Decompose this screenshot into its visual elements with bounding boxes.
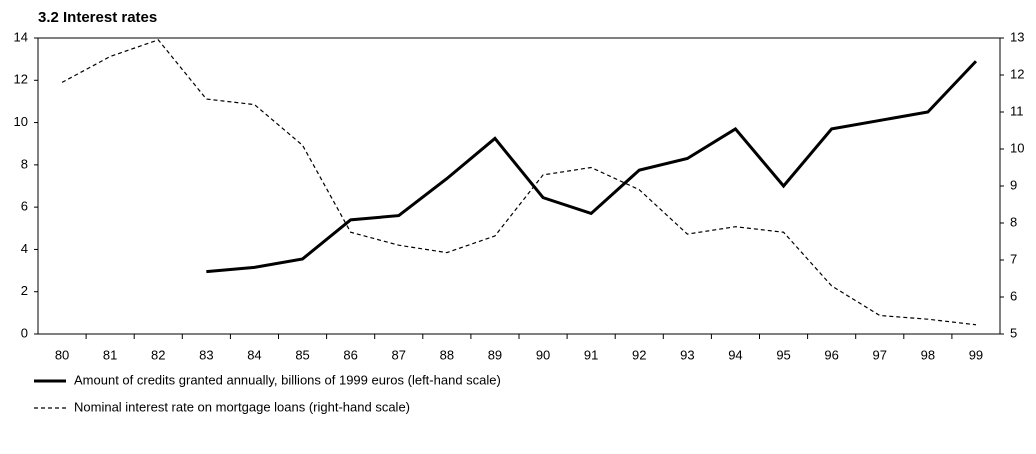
y-tick-label: 2 xyxy=(21,283,28,298)
y-tick-label: 8 xyxy=(21,156,28,171)
x-tick-label: 97 xyxy=(873,347,887,362)
x-tick-label: 82 xyxy=(151,347,165,362)
legend-label: Amount of credits granted annually, bill… xyxy=(74,372,501,387)
x-tick-label: 83 xyxy=(199,347,213,362)
x-tick-label: 86 xyxy=(343,347,357,362)
y-tick-label: 0 xyxy=(21,325,28,340)
y2-tick-label: 13 xyxy=(1010,29,1024,44)
y2-tick-label: 6 xyxy=(1010,288,1017,303)
x-tick-label: 98 xyxy=(921,347,935,362)
x-tick-label: 90 xyxy=(536,347,550,362)
y2-tick-label: 7 xyxy=(1010,251,1017,266)
y-tick-label: 10 xyxy=(14,114,28,129)
plot-frame xyxy=(37,37,1001,335)
y2-tick-label: 10 xyxy=(1010,140,1024,155)
data-line xyxy=(206,60,978,274)
y2-tick-label: 8 xyxy=(1010,214,1017,229)
x-tick-label: 96 xyxy=(824,347,838,362)
x-tick-label: 85 xyxy=(295,347,309,362)
y-tick-label: 6 xyxy=(21,199,28,214)
y2-tick-label: 11 xyxy=(1010,103,1024,118)
x-tick-label: 88 xyxy=(440,347,454,362)
legend-label: Nominal interest rate on mortgage loans … xyxy=(74,399,410,414)
x-tick-label: 81 xyxy=(103,347,117,362)
x-tick-label: 87 xyxy=(392,347,406,362)
x-tick-label: 80 xyxy=(55,347,69,362)
y-tick-label: 12 xyxy=(14,72,28,87)
data-line xyxy=(61,39,977,326)
x-tick-label: 84 xyxy=(247,347,261,362)
x-tick-label: 99 xyxy=(969,347,983,362)
x-tick-label: 95 xyxy=(776,347,790,362)
x-tick-label: 94 xyxy=(728,347,742,362)
y2-tick-label: 12 xyxy=(1010,66,1024,81)
y-tick-label: 4 xyxy=(21,241,28,256)
y2-tick-label: 5 xyxy=(1010,325,1017,340)
chart-title: 3.2 Interest rates xyxy=(38,9,157,26)
y-tick-label: 14 xyxy=(14,29,28,44)
x-tick-label: 91 xyxy=(584,347,598,362)
y2-tick-label: 9 xyxy=(1010,177,1017,192)
x-tick-label: 93 xyxy=(680,347,694,362)
x-tick-label: 89 xyxy=(488,347,502,362)
x-tick-label: 92 xyxy=(632,347,646,362)
